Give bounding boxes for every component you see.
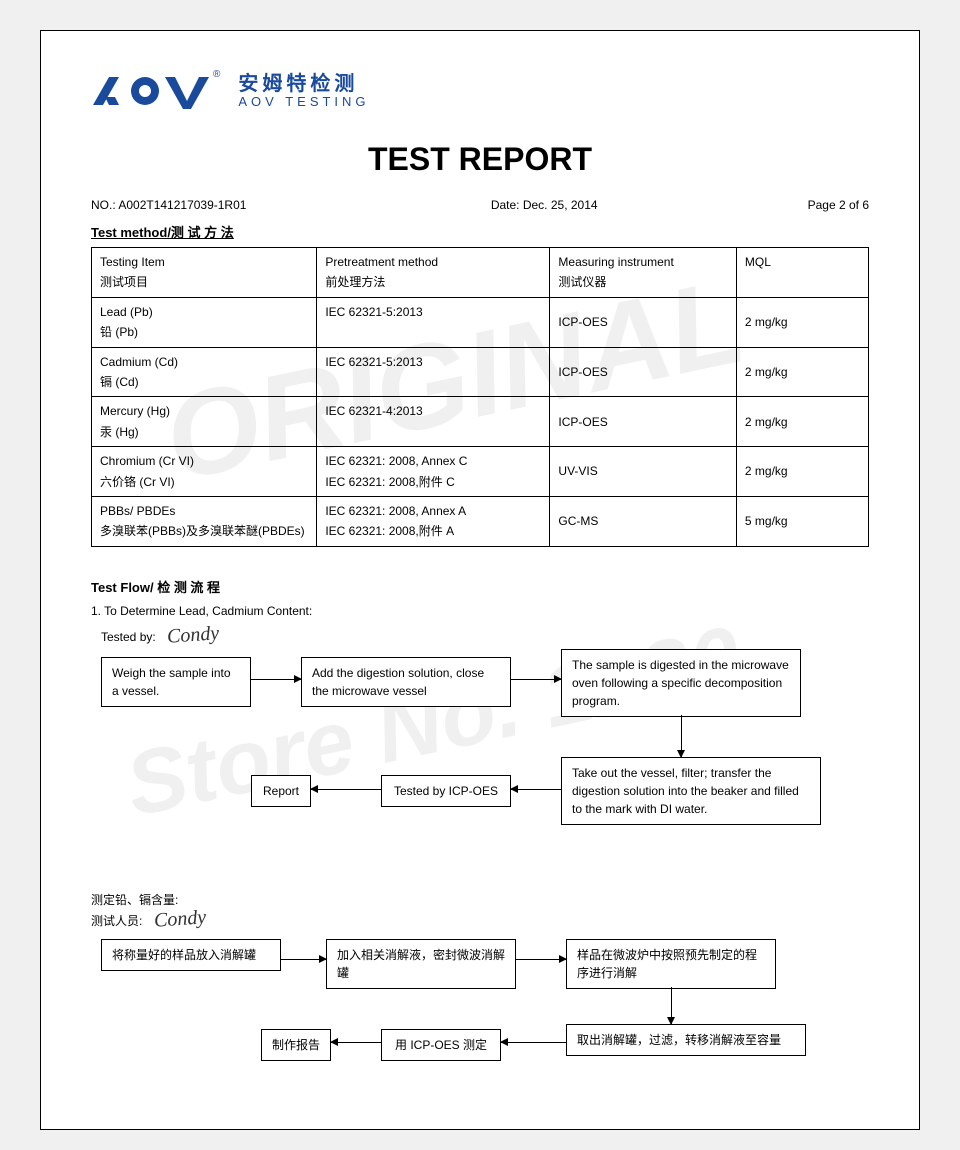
cell-instr: GC-MS xyxy=(550,496,736,546)
cell-item-cn: 多溴联苯(PBBs)及多溴联苯醚(PBDEs) xyxy=(100,521,308,541)
flow-box: Report xyxy=(251,775,311,807)
flow2-label2: 测试人员: xyxy=(91,914,142,928)
arrow-icon xyxy=(331,1042,381,1043)
tested-by-label: Tested by: xyxy=(101,630,156,644)
flow-box: 取出消解罐，过滤，转移消解液至容量 xyxy=(566,1024,806,1056)
report-page: ORIGINAL Store No. 1230 ® 安姆特检测 AOV TEST… xyxy=(40,30,920,1130)
flow2-label1: 测定铅、镉含量: xyxy=(91,891,869,908)
report-number: NO.: A002T141217039-1R01 xyxy=(91,198,401,212)
arrow-icon xyxy=(281,959,326,960)
flow-box: 将称量好的样品放入消解罐 xyxy=(101,939,281,971)
table-row: Mercury (Hg)汞 (Hg) IEC 62321-4:2013 ICP-… xyxy=(92,397,869,447)
flow-box: Tested by ICP-OES xyxy=(381,775,511,807)
cell-pre: IEC 62321-5:2013 xyxy=(317,347,550,397)
cell-item-cn: 六价铬 (Cr VI) xyxy=(100,472,308,492)
arrow-icon xyxy=(511,679,561,680)
hdr-mql: MQL xyxy=(745,255,771,269)
table-row: Lead (Pb)铅 (Pb) IEC 62321-5:2013 ICP-OES… xyxy=(92,297,869,347)
cell-item-cn: 汞 (Hg) xyxy=(100,422,308,442)
cell-mql: 2 mg/kg xyxy=(736,347,868,397)
table-row: PBBs/ PBDEs多溴联苯(PBBs)及多溴联苯醚(PBDEs) IEC 6… xyxy=(92,496,869,546)
arrow-icon xyxy=(681,715,682,757)
arrow-icon xyxy=(501,1042,566,1043)
flow1-tested-by: Tested by: Condy xyxy=(91,624,869,647)
signature: Condy xyxy=(166,622,220,649)
logo-text: 安姆特检测 AOV TESTING xyxy=(238,73,369,109)
cell-item-cn: 铅 (Pb) xyxy=(100,322,308,342)
cell-pre: IEC 62321: 2008, Annex A IEC 62321: 2008… xyxy=(317,496,550,546)
cell-item-cn: 镉 (Cd) xyxy=(100,372,308,392)
flow-box: 用 ICP-OES 测定 xyxy=(381,1029,501,1061)
flow-box: The sample is digested in the microwave … xyxy=(561,649,801,717)
signature: Condy xyxy=(153,906,207,933)
cell-mql: 2 mg/kg xyxy=(736,447,868,497)
arrow-icon xyxy=(671,987,672,1024)
cell-item-en: Chromium (Cr VI) xyxy=(100,451,308,471)
flow1-step-label: 1. To Determine Lead, Cadmium Content: xyxy=(91,604,869,618)
flow-box: 样品在微波炉中按照预先制定的程序进行消解 xyxy=(566,939,776,989)
flow2-label2-row: 测试人员: Condy xyxy=(91,908,869,931)
date-value: Dec. 25, 2014 xyxy=(523,198,598,212)
hdr-pre-en: Pretreatment method xyxy=(325,252,541,272)
cell-item-en: Mercury (Hg) xyxy=(100,401,308,421)
cell-instr: UV-VIS xyxy=(550,447,736,497)
logo-block: ® 安姆特检测 AOV TESTING xyxy=(91,71,869,111)
no-label: NO.: xyxy=(91,198,116,212)
cell-instr: ICP-OES xyxy=(550,397,736,447)
table-row: Chromium (Cr VI)六价铬 (Cr VI) IEC 62321: 2… xyxy=(92,447,869,497)
logo-en-name: AOV TESTING xyxy=(238,95,369,109)
hdr-item-en: Testing Item xyxy=(100,252,308,272)
flow-box: 加入相关消解液，密封微波消解罐 xyxy=(326,939,516,989)
flow-box: Take out the vessel, filter; transfer th… xyxy=(561,757,821,825)
method-table: Testing Item 测试项目 Pretreatment method 前处… xyxy=(91,247,869,547)
hdr-instr-en: Measuring instrument xyxy=(558,252,727,272)
cell-pre: IEC 62321: 2008, Annex C IEC 62321: 2008… xyxy=(317,447,550,497)
aov-logo-icon: ® xyxy=(91,71,220,111)
cell-pre: IEC 62321-5:2013 xyxy=(317,297,550,347)
hdr-item-cn: 测试项目 xyxy=(100,272,308,292)
cell-instr: ICP-OES xyxy=(550,347,736,397)
arrow-icon xyxy=(311,789,381,790)
logo-cn-name: 安姆特检测 xyxy=(238,73,369,95)
flowchart-cn: 将称量好的样品放入消解罐 加入相关消解液，密封微波消解罐 样品在微波炉中按照预先… xyxy=(91,939,869,1109)
cell-item-en: Lead (Pb) xyxy=(100,302,308,322)
cell-item-en: PBBs/ PBDEs xyxy=(100,501,308,521)
flowchart-en: Weigh the sample into a vessel. Add the … xyxy=(91,657,869,877)
arrow-icon xyxy=(511,789,561,790)
section-flow-header: Test Flow/ 检 测 流 程 xyxy=(91,577,869,596)
date-label: Date: xyxy=(491,198,520,212)
cell-mql: 2 mg/kg xyxy=(736,297,868,347)
hdr-pre-cn: 前处理方法 xyxy=(325,272,541,292)
cell-instr: ICP-OES xyxy=(550,297,736,347)
no-value: A002T141217039-1R01 xyxy=(118,198,246,212)
table-row: Cadmium (Cd)镉 (Cd) IEC 62321-5:2013 ICP-… xyxy=(92,347,869,397)
registered-icon: ® xyxy=(213,69,220,80)
report-date: Date: Dec. 25, 2014 xyxy=(401,198,749,212)
cell-mql: 2 mg/kg xyxy=(736,397,868,447)
page-number: Page 2 of 6 xyxy=(749,198,869,212)
flow-box: Weigh the sample into a vessel. xyxy=(101,657,251,707)
table-header-row: Testing Item 测试项目 Pretreatment method 前处… xyxy=(92,248,869,298)
cell-item-en: Cadmium (Cd) xyxy=(100,352,308,372)
flow-box: 制作报告 xyxy=(261,1029,331,1061)
arrow-icon xyxy=(251,679,301,680)
cell-pre: IEC 62321-4:2013 xyxy=(317,397,550,447)
hdr-instr-cn: 测试仪器 xyxy=(558,272,727,292)
meta-row: NO.: A002T141217039-1R01 Date: Dec. 25, … xyxy=(91,198,869,212)
cell-mql: 5 mg/kg xyxy=(736,496,868,546)
flow-box: Add the digestion solution, close the mi… xyxy=(301,657,511,707)
arrow-icon xyxy=(516,959,566,960)
section-method-header: Test method/测 试 方 法 xyxy=(91,222,869,241)
page-title: TEST REPORT xyxy=(91,141,869,178)
